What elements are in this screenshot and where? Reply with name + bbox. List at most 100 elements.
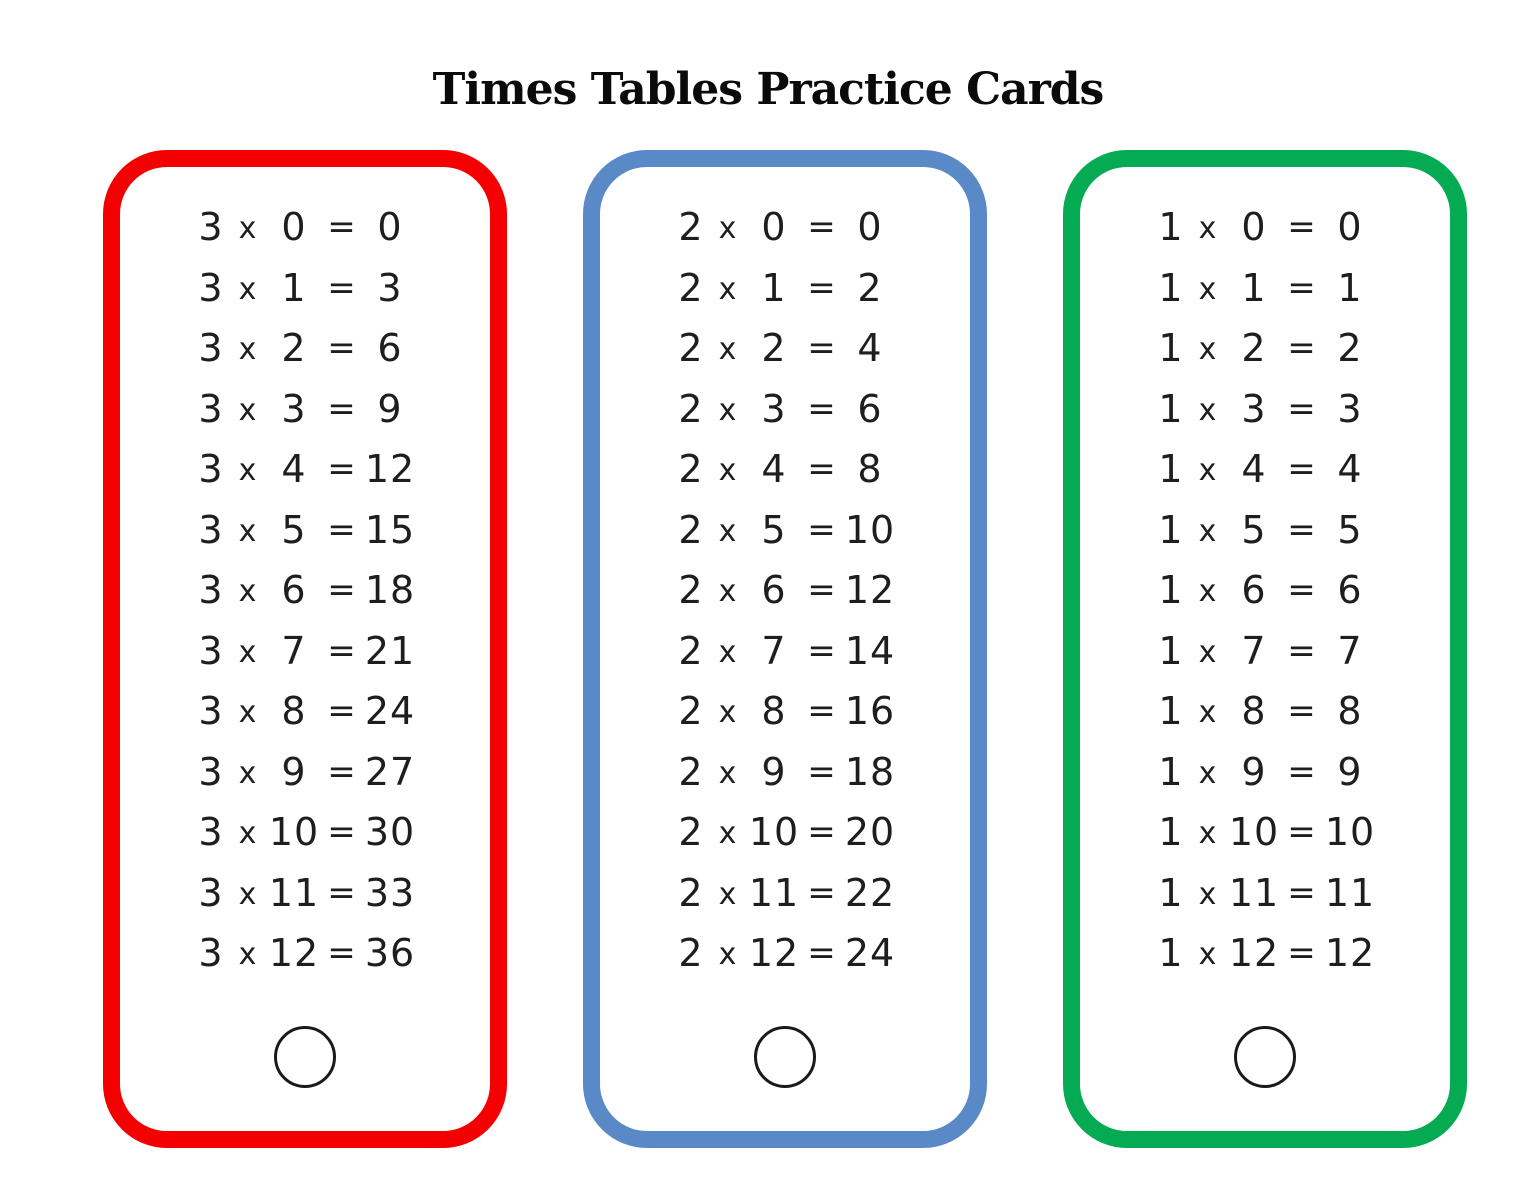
product: 10 bbox=[1324, 810, 1376, 855]
multiply-sign: x bbox=[718, 695, 738, 731]
multiplier: 3 bbox=[281, 386, 307, 431]
multiplicand: 3 bbox=[198, 386, 224, 431]
multiplicand: 2 bbox=[678, 386, 704, 431]
multiply-sign: x bbox=[238, 392, 258, 428]
multiplier: 4 bbox=[761, 447, 787, 492]
multiplier: 1 bbox=[761, 265, 787, 310]
product: 6 bbox=[377, 326, 403, 371]
product: 22 bbox=[844, 870, 896, 915]
equals-sign: = bbox=[327, 933, 357, 974]
multiplier: 12 bbox=[1228, 931, 1280, 976]
equals-sign: = bbox=[327, 691, 357, 732]
multiplier: 2 bbox=[281, 326, 307, 371]
product: 0 bbox=[857, 205, 883, 250]
equation-row: 3 x 2 = 6 bbox=[195, 318, 415, 379]
equation-rows: 2 x 0 = 0 2 x 1 = 2 2 x 2 = 4 2 x 3 = 6 … bbox=[675, 197, 895, 984]
equals-sign: = bbox=[1287, 449, 1317, 490]
multiplicand: 1 bbox=[1158, 205, 1184, 250]
multiplicand: 3 bbox=[198, 689, 224, 734]
multiply-sign: x bbox=[238, 271, 258, 307]
multiply-sign: x bbox=[238, 816, 258, 852]
multiplier: 10 bbox=[748, 810, 800, 855]
product: 12 bbox=[364, 447, 416, 492]
equals-sign: = bbox=[1287, 388, 1317, 429]
multiply-sign: x bbox=[718, 453, 738, 489]
multiplier: 3 bbox=[1241, 386, 1267, 431]
product: 6 bbox=[1337, 568, 1363, 613]
multiply-sign: x bbox=[1198, 211, 1218, 247]
equals-sign: = bbox=[1287, 933, 1317, 974]
multiplier: 5 bbox=[1241, 507, 1267, 552]
equals-sign: = bbox=[327, 449, 357, 490]
multiplier: 3 bbox=[761, 386, 787, 431]
product: 0 bbox=[377, 205, 403, 250]
multiplicand: 2 bbox=[678, 689, 704, 734]
multiplicand: 2 bbox=[678, 810, 704, 855]
equation-row: 2 x 6 = 12 bbox=[675, 560, 895, 621]
equals-sign: = bbox=[327, 872, 357, 913]
product: 3 bbox=[1337, 386, 1363, 431]
equation-rows: 3 x 0 = 0 3 x 1 = 3 3 x 2 = 6 3 x 3 = 9 … bbox=[195, 197, 415, 984]
equation-row: 3 x 11 = 33 bbox=[195, 863, 415, 924]
times-table-card-3s: 3 x 0 = 0 3 x 1 = 3 3 x 2 = 6 3 x 3 = 9 … bbox=[103, 150, 507, 1148]
equals-sign: = bbox=[327, 207, 357, 248]
equals-sign: = bbox=[327, 570, 357, 611]
equals-sign: = bbox=[807, 388, 837, 429]
multiply-sign: x bbox=[1198, 876, 1218, 912]
multiplier: 7 bbox=[1241, 628, 1267, 673]
equation-row: 1 x 3 = 3 bbox=[1155, 379, 1375, 440]
multiplicand: 3 bbox=[198, 326, 224, 371]
multiply-sign: x bbox=[238, 876, 258, 912]
product: 9 bbox=[377, 386, 403, 431]
equation-row: 3 x 10 = 30 bbox=[195, 802, 415, 863]
product: 16 bbox=[844, 689, 896, 734]
multiplier: 10 bbox=[268, 810, 320, 855]
multiplier: 12 bbox=[748, 931, 800, 976]
multiplier: 4 bbox=[281, 447, 307, 492]
multiplier: 2 bbox=[761, 326, 787, 371]
multiplicand: 3 bbox=[198, 568, 224, 613]
equation-row: 1 x 5 = 5 bbox=[1155, 500, 1375, 561]
equals-sign: = bbox=[807, 328, 837, 369]
equals-sign: = bbox=[327, 267, 357, 308]
equation-row: 1 x 1 = 1 bbox=[1155, 258, 1375, 319]
product: 4 bbox=[857, 326, 883, 371]
multiply-sign: x bbox=[718, 271, 738, 307]
equation-row: 2 x 3 = 6 bbox=[675, 379, 895, 440]
product: 18 bbox=[844, 749, 896, 794]
product: 2 bbox=[1337, 326, 1363, 371]
product: 18 bbox=[364, 568, 416, 613]
multiplier: 8 bbox=[1241, 689, 1267, 734]
multiply-sign: x bbox=[718, 937, 738, 973]
equals-sign: = bbox=[807, 751, 837, 792]
multiplier: 1 bbox=[281, 265, 307, 310]
multiplicand: 1 bbox=[1158, 507, 1184, 552]
equation-row: 1 x 2 = 2 bbox=[1155, 318, 1375, 379]
multiplier: 11 bbox=[1228, 870, 1280, 915]
multiplicand: 2 bbox=[678, 870, 704, 915]
multiply-sign: x bbox=[238, 634, 258, 670]
equals-sign: = bbox=[807, 812, 837, 853]
multiply-sign: x bbox=[1198, 574, 1218, 610]
equals-sign: = bbox=[1287, 812, 1317, 853]
product: 15 bbox=[364, 507, 416, 552]
multiplicand: 2 bbox=[678, 507, 704, 552]
product: 33 bbox=[364, 870, 416, 915]
equation-row: 2 x 7 = 14 bbox=[675, 621, 895, 682]
multiply-sign: x bbox=[718, 816, 738, 852]
equals-sign: = bbox=[807, 207, 837, 248]
multiplier: 12 bbox=[268, 931, 320, 976]
product: 5 bbox=[1337, 507, 1363, 552]
multiply-sign: x bbox=[718, 513, 738, 549]
equals-sign: = bbox=[807, 509, 837, 550]
equals-sign: = bbox=[327, 509, 357, 550]
multiplicand: 2 bbox=[678, 749, 704, 794]
multiplicand: 2 bbox=[678, 931, 704, 976]
product: 2 bbox=[857, 265, 883, 310]
equation-row: 3 x 12 = 36 bbox=[195, 923, 415, 984]
multiplier: 11 bbox=[268, 870, 320, 915]
equation-row: 1 x 11 = 11 bbox=[1155, 863, 1375, 924]
equals-sign: = bbox=[1287, 570, 1317, 611]
multiply-sign: x bbox=[718, 876, 738, 912]
punch-hole-circle bbox=[1234, 1025, 1296, 1088]
